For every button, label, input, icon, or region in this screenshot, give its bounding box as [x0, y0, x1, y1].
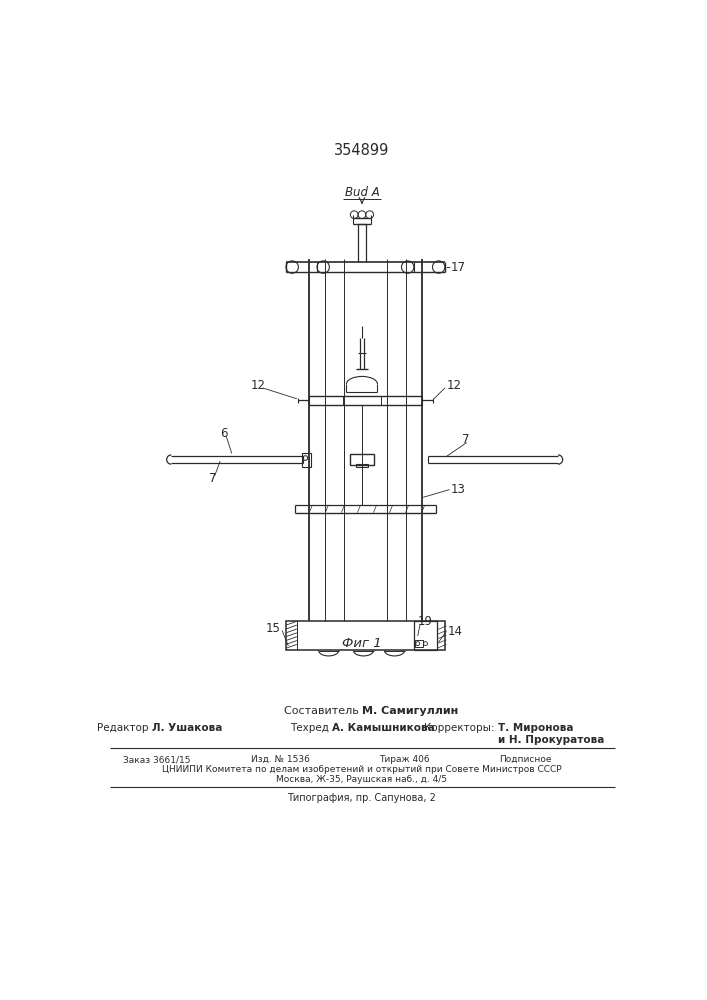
Text: Изд. № 1536: Изд. № 1536 [251, 755, 310, 764]
Text: ЦНИИПИ Комитета по делам изобретений и открытий при Совете Министров СССР: ЦНИИПИ Комитета по делам изобретений и о… [162, 765, 562, 774]
Bar [414, 620, 437, 650]
Text: 354899: 354899 [334, 143, 390, 158]
Text: Подписное: Подписное [499, 755, 551, 764]
Text: 7: 7 [462, 433, 469, 446]
Bar [301, 453, 311, 466]
Text: Редактор: Редактор [97, 723, 152, 733]
Text: Т. Миронова: Т. Миронова [498, 723, 573, 733]
Text: 7: 7 [209, 472, 216, 485]
Text: 17: 17 [451, 261, 466, 274]
Text: Фиг 1: Фиг 1 [342, 637, 382, 650]
Text: Bud A: Bud A [344, 186, 380, 199]
Text: 15: 15 [266, 622, 281, 635]
Text: 12: 12 [446, 379, 462, 392]
Text: Типография, пр. Сапунова, 2: Типография, пр. Сапунова, 2 [288, 793, 436, 803]
Text: Заказ 3661/15: Заказ 3661/15 [123, 755, 191, 764]
Text: 13: 13 [451, 483, 466, 496]
Text: Л. Ушакова: Л. Ушакова [152, 723, 222, 733]
Text: 14: 14 [448, 625, 462, 638]
Text: Составитель: Составитель [284, 706, 362, 716]
Text: Москва, Ж-35, Раушская наб., д. 4/5: Москва, Ж-35, Раушская наб., д. 4/5 [276, 775, 448, 784]
Bar [356, 464, 368, 467]
Text: и Н. Прокуратова: и Н. Прокуратова [498, 735, 604, 745]
Bar [416, 640, 423, 647]
Text: А. Камышникова: А. Камышникова [332, 723, 435, 733]
Text: 19: 19 [418, 615, 433, 628]
Text: 12: 12 [251, 379, 266, 392]
Bar [351, 454, 373, 465]
Text: М. Самигуллин: М. Самигуллин [362, 706, 458, 716]
Text: Техред: Техред [290, 723, 332, 733]
Text: 6: 6 [220, 427, 228, 440]
Bar [286, 620, 445, 650]
Text: Тираж 406: Тираж 406 [379, 755, 430, 764]
Text: Корректоры:: Корректоры: [423, 723, 498, 733]
